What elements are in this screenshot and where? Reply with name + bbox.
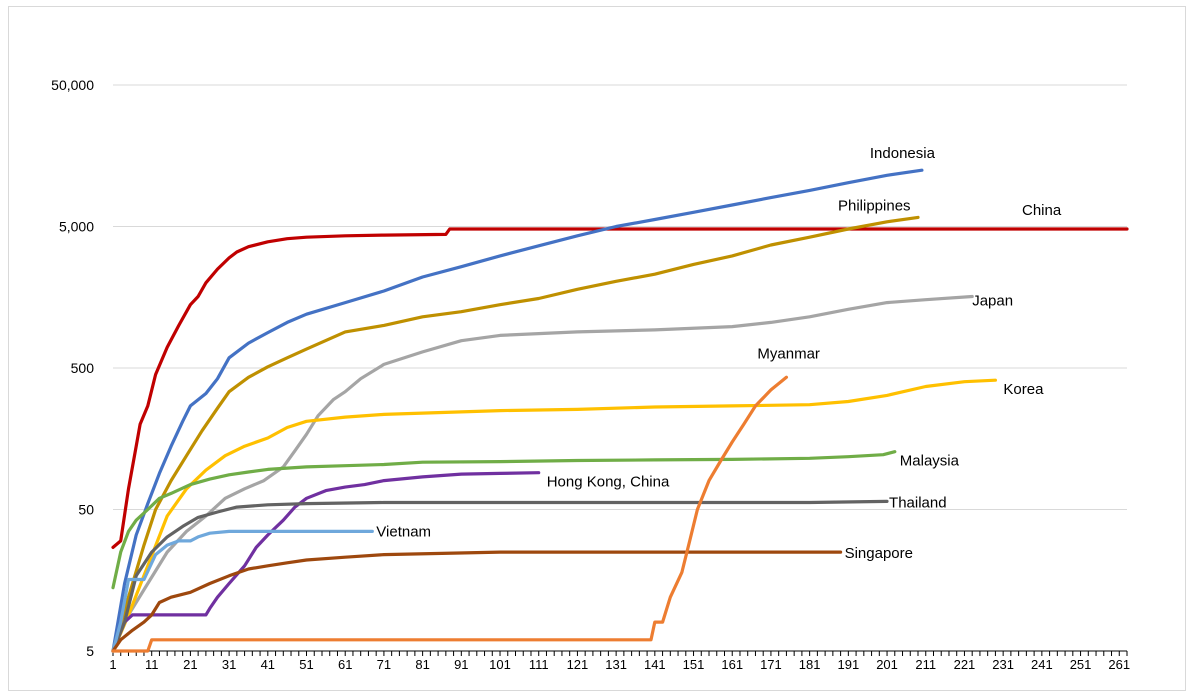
x-tick-label: 21 bbox=[183, 657, 197, 672]
series-line-malaysia bbox=[111, 450, 897, 590]
series-line-china bbox=[111, 227, 1129, 550]
x-tick-label: 111 bbox=[529, 657, 549, 672]
series-line-korea bbox=[111, 378, 998, 653]
series-lines bbox=[111, 168, 1129, 653]
y-tick-label: 50,000 bbox=[51, 77, 94, 93]
y-tick-label: 500 bbox=[71, 360, 95, 376]
y-axis-ticks: 5 50 500 5,000 50,000 bbox=[51, 77, 94, 659]
x-tick-label: 191 bbox=[837, 657, 859, 672]
series-label: China bbox=[1022, 202, 1062, 219]
x-tick-label: 51 bbox=[299, 657, 313, 672]
series-label: Myanmar bbox=[757, 345, 820, 362]
series-label: Philippines bbox=[838, 197, 911, 214]
x-tick-label: 121 bbox=[567, 657, 589, 672]
series-label: Singapore bbox=[845, 545, 913, 562]
series-label: Korea bbox=[1003, 381, 1044, 398]
series-labels: China Indonesia Philippines Japan Korea Malay… bbox=[376, 145, 1062, 562]
x-tick-label: 181 bbox=[799, 657, 821, 672]
x-tick-label: 41 bbox=[261, 657, 275, 672]
x-tick-label: 141 bbox=[644, 657, 666, 672]
x-axis: 1 11 21 31 41 51 61 71 81 91 101 111 121 131 141 151 161… bbox=[109, 650, 1130, 672]
series-line-vietnam bbox=[111, 529, 374, 653]
x-tick-label: 91 bbox=[454, 657, 468, 672]
x-tick-label: 231 bbox=[992, 657, 1014, 672]
x-tick-label: 161 bbox=[721, 657, 743, 672]
x-tick-label: 151 bbox=[683, 657, 705, 672]
x-tick-label: 251 bbox=[1070, 657, 1092, 672]
x-tick-label: 81 bbox=[415, 657, 429, 672]
series-label: Hong Kong, China bbox=[547, 474, 670, 491]
chart-frame bbox=[8, 6, 1186, 691]
x-tick-label: 221 bbox=[954, 657, 976, 672]
series-line-japan bbox=[111, 294, 974, 653]
x-tick-label: 11 bbox=[145, 657, 159, 672]
x-tick-label: 31 bbox=[222, 657, 236, 672]
y-tick-label: 5 bbox=[86, 643, 94, 659]
y-tick-label: 50 bbox=[78, 502, 94, 518]
series-label: Indonesia bbox=[870, 145, 936, 162]
y-tick-label: 5,000 bbox=[59, 219, 94, 235]
x-tick-label: 201 bbox=[876, 657, 898, 672]
series-line-singapore bbox=[111, 550, 843, 653]
series-line-philippines bbox=[111, 215, 920, 653]
series-label: Japan bbox=[972, 293, 1013, 310]
x-tick-label: 71 bbox=[377, 657, 391, 672]
series-line-thailand bbox=[111, 499, 889, 653]
series-label: Vietnam bbox=[376, 523, 431, 540]
x-tick-label: 211 bbox=[915, 657, 936, 672]
x-tick-label: 1 bbox=[109, 657, 116, 672]
series-line-myanmar bbox=[111, 375, 789, 653]
series-label: Malaysia bbox=[900, 453, 960, 470]
x-tick-label: 241 bbox=[1031, 657, 1053, 672]
x-tick-label: 101 bbox=[489, 657, 511, 672]
x-tick-label: 131 bbox=[605, 657, 627, 672]
series-line-hong-kong-china bbox=[111, 471, 541, 653]
x-tick-label: 61 bbox=[338, 657, 352, 672]
x-tick-label: 171 bbox=[760, 657, 782, 672]
series-label: Thailand bbox=[889, 494, 947, 511]
x-tick-label: 261 bbox=[1108, 657, 1130, 672]
series-line-indonesia bbox=[111, 168, 924, 653]
